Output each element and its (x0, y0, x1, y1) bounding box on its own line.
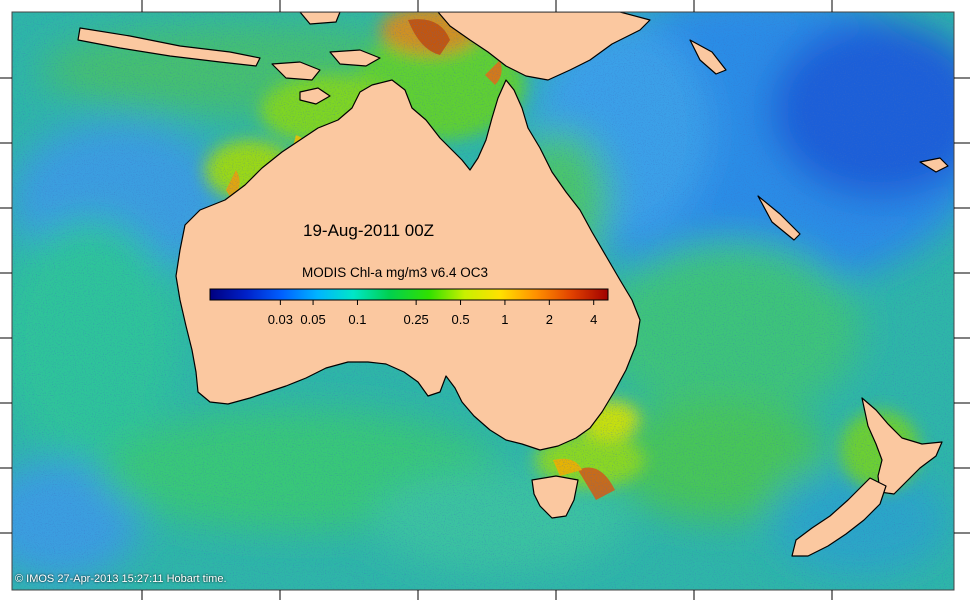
colorbar-tick-label: 0.5 (451, 312, 470, 327)
colorbar-gradient (209, 288, 609, 301)
colorbar-tick-label: 1 (501, 312, 509, 327)
colorbar-tick-label: 0.25 (403, 312, 429, 327)
colorbar-tick-label: 0.1 (348, 312, 367, 327)
colorbar-tick-label: 4 (590, 312, 598, 327)
land-layer (77, 12, 949, 557)
colorbar-tick-marks (279, 300, 595, 305)
colorbar-tick-label: 2 (545, 312, 553, 327)
credit-text: © IMOS 27-Apr-2013 15:27:11 Hobart time. (15, 573, 227, 585)
date-label: 19-Aug-2011 00Z (303, 221, 435, 240)
colorbar-tick-label: 0.05 (300, 312, 326, 327)
colorbar-tick-label: 0.03 (267, 312, 293, 327)
colorbar (209, 288, 609, 305)
legend-title: MODIS Chl-a mg/m3 v6.4 OC3 (302, 265, 489, 280)
plot-border (11, 11, 955, 591)
